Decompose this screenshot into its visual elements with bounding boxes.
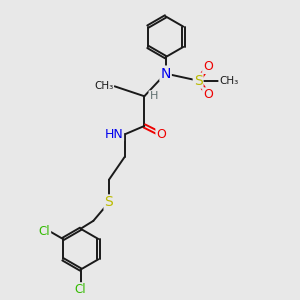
Text: O: O bbox=[203, 60, 213, 73]
Text: Cl: Cl bbox=[39, 225, 50, 238]
Text: O: O bbox=[156, 128, 166, 141]
Text: S: S bbox=[105, 195, 113, 209]
Text: CH₃: CH₃ bbox=[94, 81, 113, 91]
Text: Cl: Cl bbox=[75, 283, 86, 296]
Text: HN: HN bbox=[104, 128, 123, 141]
Text: N: N bbox=[160, 67, 171, 81]
Text: H: H bbox=[149, 91, 158, 101]
Text: O: O bbox=[203, 88, 213, 101]
Text: CH₃: CH₃ bbox=[219, 76, 238, 86]
Text: S: S bbox=[194, 74, 203, 88]
